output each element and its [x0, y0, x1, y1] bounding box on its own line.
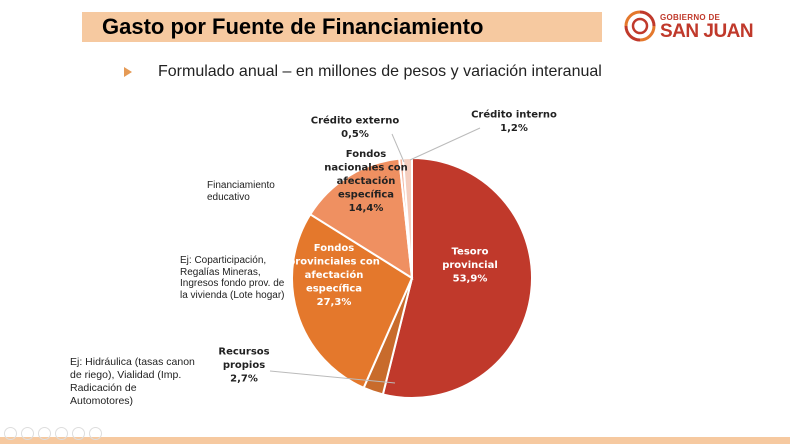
slice-label: Recursos propios 2,7%	[218, 347, 269, 385]
note-hidraulica: Ej: Hidráulica (tasas canon de riego), V…	[70, 356, 195, 407]
logo-top-text: GOBIERNO DE	[660, 13, 721, 22]
leader-line	[409, 127, 481, 161]
leader-line	[391, 133, 405, 163]
logo-main-text: SAN JUAN	[660, 21, 754, 42]
bottom-bar	[0, 437, 790, 444]
control-icon[interactable]	[38, 427, 51, 440]
control-icon[interactable]	[55, 427, 68, 440]
control-icon[interactable]	[72, 427, 85, 440]
logo: GOBIERNO DE SAN JUAN	[622, 8, 772, 48]
control-icon[interactable]	[89, 427, 102, 440]
control-icon[interactable]	[4, 427, 17, 440]
page-title: Gasto por Fuente de Financiamiento	[102, 14, 484, 39]
slice-label: Tesoro provincial 53,9%	[442, 247, 498, 285]
slice-label: Crédito externo 0,5%	[311, 114, 400, 140]
leader-line	[269, 370, 396, 384]
slice-label: Fondos nacionales con afectación específica…	[324, 149, 408, 214]
slice-label: Crédito interno 1,2%	[471, 108, 557, 134]
slide-controls[interactable]	[4, 427, 102, 441]
subtitle: Formulado anual – en millones de pesos y…	[158, 63, 602, 80]
note-financiamiento-educativo: Financiamiento educativo	[207, 180, 275, 203]
control-icon[interactable]	[21, 427, 34, 440]
note-coparticipacion: Ej: Coparticipación, Regalías Mineras, I…	[180, 255, 285, 301]
pie-slice	[381, 156, 533, 399]
bullet-arrow-icon	[124, 67, 132, 77]
pie-slice	[291, 212, 414, 390]
slice-label: Fondos provinciales con afectación específi…	[288, 243, 380, 308]
sun-logo-icon	[624, 10, 656, 42]
title-bar	[82, 12, 602, 42]
pie-slice	[308, 157, 414, 280]
